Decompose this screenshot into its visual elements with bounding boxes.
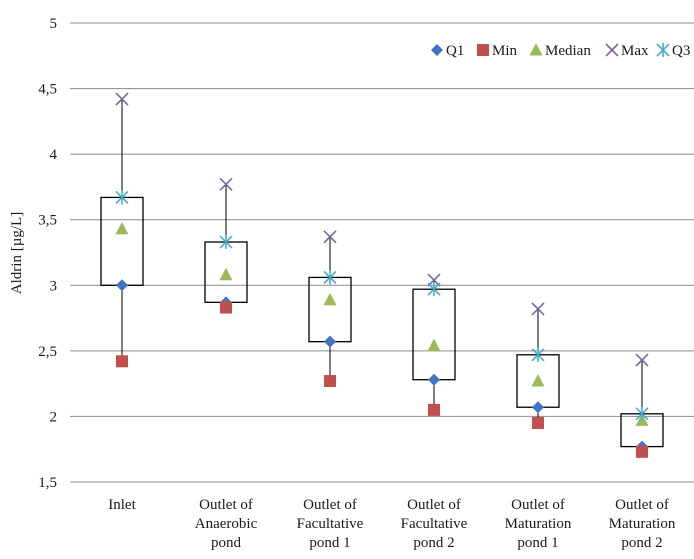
category-label-line: pond 1: [517, 535, 558, 551]
q3-point: [115, 190, 129, 205]
y-tick-label: 3: [50, 278, 58, 294]
y-axis-label: Aldrin [µg/L]: [9, 212, 25, 294]
legend-marker-q3: [656, 43, 670, 57]
q1-point: [116, 279, 128, 292]
tick-layer: 1,5 2 2,5 3 3,5 4 4,5 5: [38, 16, 57, 491]
category-label-line: pond: [211, 535, 242, 551]
legend-marker-median: [529, 43, 543, 56]
max-point: [635, 353, 649, 367]
max-point: [115, 92, 129, 106]
min-point: [636, 445, 648, 458]
category-label: Outlet of Facultative pond 1: [297, 497, 364, 551]
category-label-line: Outlet of: [407, 497, 461, 513]
y-tick-label: 2,5: [38, 344, 57, 360]
max-point: [427, 273, 441, 287]
y-tick-label: 4: [50, 147, 58, 163]
q1-point: [428, 373, 440, 386]
y-tick-label: 2: [50, 409, 58, 425]
category-label: Outlet of Anaerobic pond: [195, 497, 258, 551]
y-tick-label: 5: [50, 16, 58, 32]
max-stroke: [115, 92, 129, 106]
median-point: [531, 374, 545, 387]
grid-layer: [70, 22, 694, 483]
box: [100, 196, 144, 286]
median-point: [115, 221, 129, 235]
q3-point: [219, 235, 233, 250]
box-layer: [100, 99, 664, 452]
legend-label: Min: [492, 43, 518, 59]
category-label: Outlet of Maturation pond 1: [505, 497, 572, 551]
category-label: Outlet of Maturation pond 2: [609, 497, 676, 551]
q3-point: [427, 282, 441, 297]
category-labels: Inlet Outlet of Anaerobic pond Outlet of Facu…: [108, 497, 676, 551]
q1-point: [532, 401, 544, 414]
category-label-line: Maturation: [609, 516, 676, 532]
category-label-line: Maturation: [505, 516, 572, 532]
max-stroke: [323, 230, 337, 244]
q3-point: [635, 406, 649, 421]
category-label-line: pond 2: [413, 535, 454, 551]
min-point: [532, 416, 544, 429]
category-label-line: Outlet of: [199, 497, 253, 513]
y-tick-label: 3,5: [38, 213, 57, 229]
box: [308, 276, 352, 343]
max-stroke: [219, 177, 233, 191]
min-point: [220, 301, 232, 314]
y-tick-label: 1,5: [38, 475, 57, 491]
max-point: [323, 230, 337, 244]
q1-point: [324, 335, 336, 348]
min-point: [116, 355, 128, 368]
q3-point: [323, 270, 337, 285]
legend-marker-min: [477, 44, 489, 56]
legend-label: Q1: [446, 43, 464, 59]
max-stroke: [605, 43, 619, 57]
category-label: Inlet: [108, 497, 136, 513]
category-label-line: Outlet of: [511, 497, 565, 513]
category-label-line: pond 2: [621, 535, 662, 551]
legend-marker-max: [605, 43, 619, 57]
median-point: [323, 292, 337, 306]
legend-marker-q1: [431, 44, 443, 56]
legend: Q1 Min Median Max Q3: [431, 43, 690, 59]
max-point: [219, 177, 233, 191]
min-point: [324, 375, 336, 388]
max-stroke: [427, 273, 441, 287]
min-point: [428, 403, 440, 416]
category-label-line: Facultative: [297, 516, 364, 532]
category-label: Outlet of Facultative pond 2: [401, 497, 468, 551]
category-label-line: pond 1: [309, 535, 350, 551]
category-label-line: Inlet: [108, 497, 136, 513]
legend-label: Max: [621, 43, 649, 59]
category-label-line: Facultative: [401, 516, 468, 532]
max-point: [531, 302, 545, 316]
max-stroke: [635, 353, 649, 367]
median-point: [427, 338, 441, 352]
max-stroke: [531, 302, 545, 316]
category-label-line: Outlet of: [615, 497, 669, 513]
median-point: [219, 267, 233, 281]
box: [412, 288, 456, 381]
category-label-line: Anaerobic: [195, 516, 258, 532]
q3-point: [531, 347, 545, 362]
category-label-line: Outlet of: [303, 497, 357, 513]
legend-label: Q3: [672, 43, 690, 59]
legend-label: Median: [545, 43, 591, 59]
y-tick-label: 4,5: [38, 82, 57, 98]
marker-layer: [115, 92, 649, 458]
